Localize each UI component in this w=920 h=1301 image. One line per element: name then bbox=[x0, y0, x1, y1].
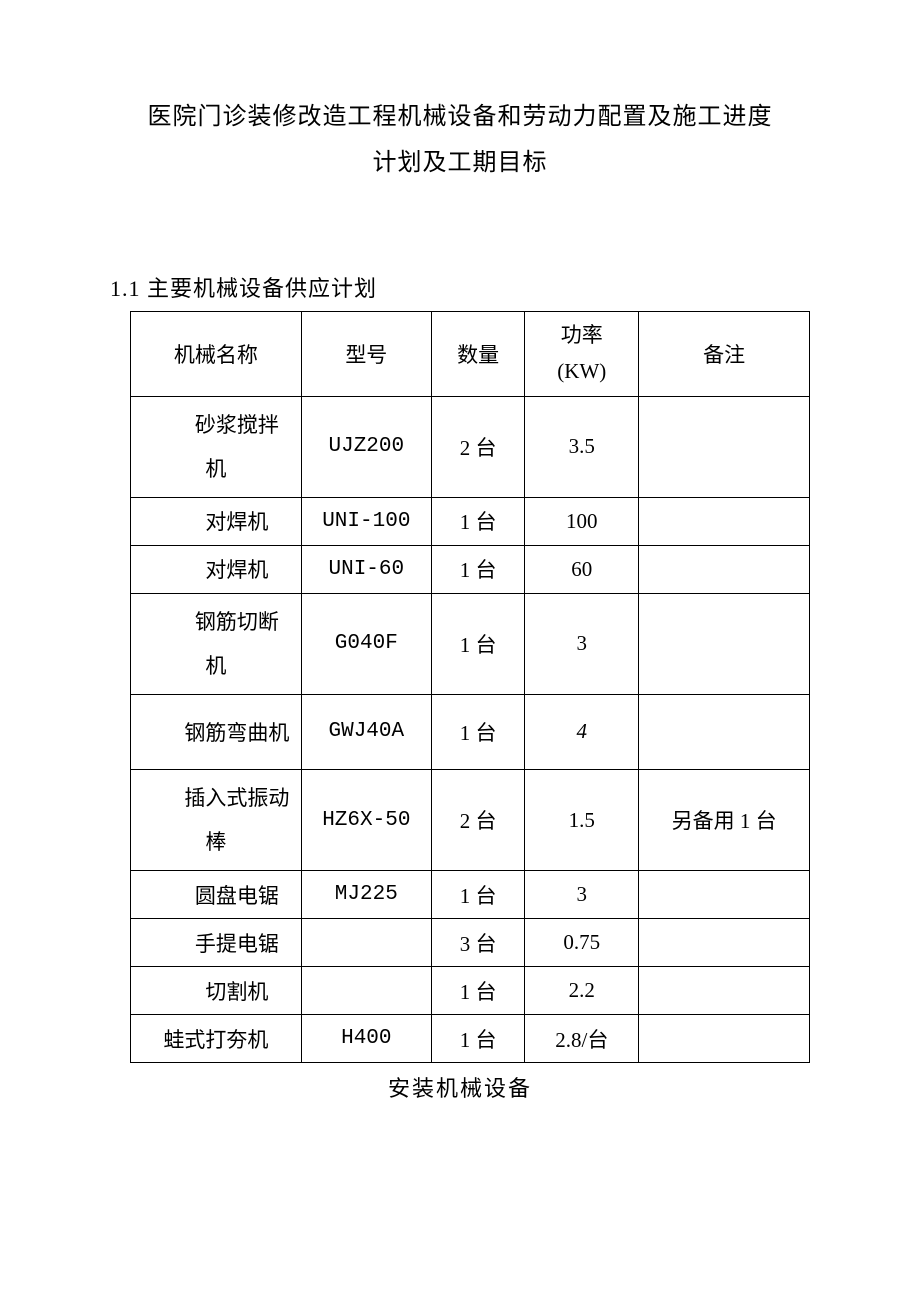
cell-name: 对焊机 bbox=[131, 497, 302, 545]
table-row: 对焊机UNI-601 台60 bbox=[131, 545, 810, 593]
cell-model bbox=[301, 919, 431, 967]
cell-qty: 1 台 bbox=[431, 967, 525, 1015]
cell-name: 插入式振动棒 bbox=[131, 769, 302, 870]
cell-remark bbox=[639, 967, 810, 1015]
cell-remark bbox=[639, 545, 810, 593]
cell-power: 2.8/台 bbox=[525, 1015, 639, 1063]
table-row: 钢筋弯曲机GWJ40A1 台4 bbox=[131, 694, 810, 769]
cell-qty: 2 台 bbox=[431, 396, 525, 497]
cell-name: 蛙式打夯机 bbox=[131, 1015, 302, 1063]
cell-remark bbox=[639, 593, 810, 694]
document-title-block: 医院门诊装修改造工程机械设备和劳动力配置及施工进度 计划及工期目标 bbox=[110, 95, 810, 186]
cell-name: 圆盘电锯 bbox=[131, 871, 302, 919]
cell-model: G040F bbox=[301, 593, 431, 694]
cell-remark bbox=[639, 396, 810, 497]
col-header-power: 功率 (KW) bbox=[525, 312, 639, 396]
cell-name-l1: 砂浆搅拌 bbox=[135, 403, 297, 447]
cell-model bbox=[301, 967, 431, 1015]
col-header-qty: 数量 bbox=[431, 312, 525, 396]
table-row: 手提电锯 3 台0.75 bbox=[131, 919, 810, 967]
cell-name: 切割机 bbox=[131, 967, 302, 1015]
cell-qty: 3 台 bbox=[431, 919, 525, 967]
cell-power: 60 bbox=[525, 545, 639, 593]
cell-remark bbox=[639, 919, 810, 967]
cell-power: 4 bbox=[525, 694, 639, 769]
cell-remark: 另备用 1 台 bbox=[639, 769, 810, 870]
cell-qty: 2 台 bbox=[431, 769, 525, 870]
equipment-table: 机械名称 型号 数量 功率 (KW) 备注 砂浆搅拌机UJZ2002 台3.5对… bbox=[130, 311, 810, 1063]
cell-power: 0.75 bbox=[525, 919, 639, 967]
cell-name: 钢筋切断机 bbox=[131, 593, 302, 694]
subtitle: 安装机械设备 bbox=[110, 1071, 810, 1103]
cell-qty: 1 台 bbox=[431, 593, 525, 694]
power-header-l1: 功率 bbox=[529, 318, 634, 354]
cell-power: 1.5 bbox=[525, 769, 639, 870]
cell-name: 钢筋弯曲机 bbox=[131, 694, 302, 769]
table-row: 对焊机UNI-1001 台100 bbox=[131, 497, 810, 545]
cell-model: H400 bbox=[301, 1015, 431, 1063]
cell-model: GWJ40A bbox=[301, 694, 431, 769]
table-row: 钢筋切断机G040F1 台3 bbox=[131, 593, 810, 694]
cell-power: 100 bbox=[525, 497, 639, 545]
section-heading: 1.1 主要机械设备供应计划 bbox=[110, 271, 810, 303]
table-row: 砂浆搅拌机UJZ2002 台3.5 bbox=[131, 396, 810, 497]
cell-model: UNI-100 bbox=[301, 497, 431, 545]
cell-qty: 1 台 bbox=[431, 871, 525, 919]
cell-power: 2.2 bbox=[525, 967, 639, 1015]
cell-name: 对焊机 bbox=[131, 545, 302, 593]
cell-name-l1: 插入式振动 bbox=[135, 776, 297, 820]
table-header-row: 机械名称 型号 数量 功率 (KW) 备注 bbox=[131, 312, 810, 396]
title-line-2: 计划及工期目标 bbox=[110, 141, 810, 187]
cell-model: HZ6X-50 bbox=[301, 769, 431, 870]
cell-name-l2: 机 bbox=[135, 447, 297, 491]
cell-remark bbox=[639, 1015, 810, 1063]
cell-power: 3 bbox=[525, 593, 639, 694]
cell-name-l2: 棒 bbox=[135, 820, 297, 864]
power-header-l2: (KW) bbox=[529, 354, 634, 390]
table-row: 蛙式打夯机H4001 台2.8/台 bbox=[131, 1015, 810, 1063]
cell-qty: 1 台 bbox=[431, 1015, 525, 1063]
cell-model: UNI-60 bbox=[301, 545, 431, 593]
cell-power: 3.5 bbox=[525, 396, 639, 497]
cell-remark bbox=[639, 871, 810, 919]
cell-qty: 1 台 bbox=[431, 545, 525, 593]
table-row: 切割机 1 台2.2 bbox=[131, 967, 810, 1015]
title-line-1: 医院门诊装修改造工程机械设备和劳动力配置及施工进度 bbox=[110, 95, 810, 141]
cell-power: 3 bbox=[525, 871, 639, 919]
cell-qty: 1 台 bbox=[431, 497, 525, 545]
cell-name-l1: 钢筋切断 bbox=[135, 600, 297, 644]
table-row: 插入式振动棒HZ6X-502 台1.5另备用 1 台 bbox=[131, 769, 810, 870]
col-header-remark: 备注 bbox=[639, 312, 810, 396]
table-row: 圆盘电锯MJ2251 台3 bbox=[131, 871, 810, 919]
cell-name: 手提电锯 bbox=[131, 919, 302, 967]
col-header-model: 型号 bbox=[301, 312, 431, 396]
cell-name: 砂浆搅拌机 bbox=[131, 396, 302, 497]
cell-name-l2: 机 bbox=[135, 644, 297, 688]
col-header-name: 机械名称 bbox=[131, 312, 302, 396]
cell-remark bbox=[639, 694, 810, 769]
cell-qty: 1 台 bbox=[431, 694, 525, 769]
table-body: 砂浆搅拌机UJZ2002 台3.5对焊机UNI-1001 台100对焊机UNI-… bbox=[131, 396, 810, 1063]
cell-model: UJZ200 bbox=[301, 396, 431, 497]
cell-remark bbox=[639, 497, 810, 545]
cell-model: MJ225 bbox=[301, 871, 431, 919]
